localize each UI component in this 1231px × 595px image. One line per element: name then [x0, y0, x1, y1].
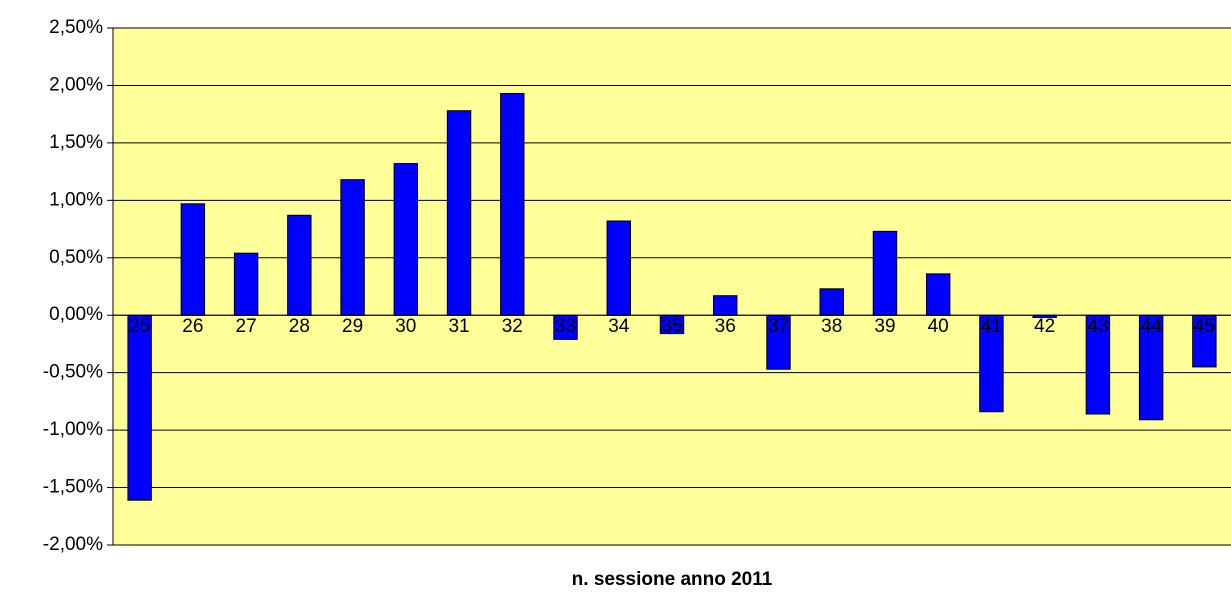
plot-area — [113, 28, 1231, 545]
x-tick-label: 29 — [342, 316, 363, 337]
y-tick-label: 2,50% — [49, 17, 103, 38]
x-tick-label: 31 — [448, 316, 469, 337]
x-tick-label: 37 — [768, 316, 789, 337]
bar — [819, 288, 844, 316]
bar — [446, 110, 472, 316]
y-tick-label: 1,00% — [49, 189, 103, 210]
bar — [340, 179, 365, 316]
x-tick-label: 27 — [236, 316, 257, 337]
bar — [872, 230, 898, 316]
y-tick-label: 0,50% — [49, 247, 103, 268]
bar — [180, 203, 206, 316]
x-tick-label: 42 — [1034, 316, 1055, 337]
bar — [287, 214, 312, 316]
bar — [233, 252, 259, 316]
x-tick-label: 44 — [1141, 316, 1163, 337]
x-tick-label: 45 — [1194, 316, 1215, 337]
x-tick-label: 39 — [874, 316, 895, 337]
x-tick-label: 26 — [182, 316, 203, 337]
x-tick-label: 34 — [608, 316, 630, 337]
x-tick-label: 25 — [129, 316, 150, 337]
bar — [925, 273, 951, 316]
y-tick-label: 2,00% — [49, 74, 103, 95]
bar — [713, 295, 738, 316]
y-tick-label: -2,00% — [43, 534, 103, 555]
x-tick-label: 40 — [928, 316, 949, 337]
x-tick-label: 28 — [289, 316, 310, 337]
bar — [127, 314, 152, 501]
x-tick-label: 32 — [502, 316, 523, 337]
y-tick-label: -1,50% — [43, 477, 103, 498]
x-axis-label: n. sessione anno 2011 — [572, 569, 773, 590]
x-tick-label: 41 — [981, 316, 1002, 337]
x-tick-label: 38 — [821, 316, 842, 337]
x-tick-label: 33 — [555, 316, 576, 337]
bar — [393, 163, 419, 316]
y-tick-label: 1,50% — [49, 132, 103, 153]
x-tick-label: 43 — [1087, 316, 1108, 337]
bar — [606, 220, 631, 316]
x-tick-label: 35 — [661, 316, 682, 337]
bar — [500, 92, 525, 316]
y-tick-label: 0,00% — [49, 304, 103, 325]
y-tick-label: -0,50% — [43, 362, 103, 383]
x-tick-label: 30 — [395, 316, 416, 337]
y-tick-label: -1,00% — [43, 419, 103, 440]
x-tick-label: 36 — [715, 316, 736, 337]
